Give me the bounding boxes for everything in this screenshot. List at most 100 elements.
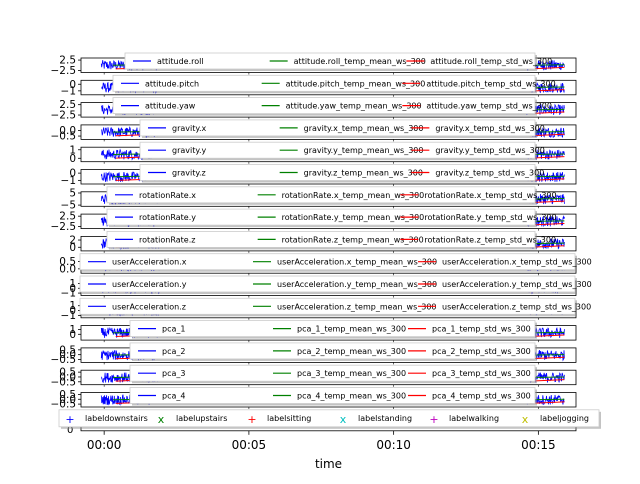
y-tick-label: 0.5 — [59, 256, 76, 268]
legend-marker: x — [522, 413, 529, 426]
legend-label: pca_2_temp_std_ws_300 — [432, 347, 531, 356]
legend-label: pca_4 — [162, 392, 185, 401]
legend-label: attitude.yaw — [145, 102, 196, 111]
legend-label: gravity.z — [172, 169, 206, 178]
legend-box — [112, 97, 536, 114]
legend-label: rotationRate.z_temp_mean_ws_300 — [282, 235, 424, 244]
legend-label: labelstanding — [358, 414, 412, 423]
legend-label: userAcceleration.x — [112, 258, 187, 267]
activity-panel: 0+ labeldownstairs x labelupstairs + labelsit… — [58, 409, 601, 436]
panel-legend: attitude.yaw attitude.yaw_temp_mean_ws_30… — [112, 97, 552, 116]
legend-label: userAcceleration.z_temp_mean_ws_300 — [277, 302, 437, 311]
panel-gravity-y: 10 gravity.y gravity.y_temp_mean_ws_300 gra… — [69, 141, 577, 165]
panel-rotationRate-x: 5−5 rotationRate.x rotationRate.x_temp_mea… — [61, 186, 577, 212]
legend-label: attitude.yaw_temp_std_ws_300 — [426, 102, 552, 111]
legend-label: userAcceleration.y_temp_std_ws_300 — [442, 280, 592, 289]
x-axis-title: time — [315, 457, 342, 471]
y-tick-label: 5 — [69, 188, 76, 200]
y-tick-label: 1 — [69, 324, 76, 336]
panel-attitude-yaw: 2.5−2.5 attitude.yaw attitude.yaw_temp_mea… — [51, 97, 577, 122]
y-tick-label: 0 — [69, 283, 76, 295]
y-tick-label: 0 — [69, 305, 76, 317]
legend-label: userAcceleration.z_temp_std_ws_300 — [442, 302, 591, 311]
y-tick-label: −1 — [61, 310, 76, 322]
panel-legend: pca_4 pca_4_temp_mean_ws_300 pca_4_temp_st… — [129, 387, 537, 406]
legend-marker: x — [158, 413, 165, 426]
y-tick-label: 0 — [69, 79, 76, 91]
x-axis: 00:00 00:05 00:10 00:15 time — [87, 430, 556, 471]
x-tick-label: 00:00 — [87, 438, 122, 452]
legend-marker: x — [340, 413, 347, 426]
legend-box — [124, 52, 536, 70]
legend-label: pca_1 — [162, 325, 185, 334]
legend-label: gravity.z_temp_std_ws_300 — [435, 169, 544, 178]
panel-legend: gravity.y gravity.y_temp_mean_ws_300 gravi… — [139, 141, 545, 161]
legend-box — [106, 208, 536, 226]
panel-legend: userAcceleration.z userAcceleration.z_tem… — [79, 297, 591, 317]
legend-label: userAcceleration.x_temp_std_ws_300 — [442, 258, 592, 267]
legend-box — [106, 230, 536, 248]
legend-box — [129, 364, 536, 382]
panel-legend: attitude.roll attitude.roll_temp_mean_ws_… — [124, 52, 552, 71]
y-tick-label: 0.5 — [59, 344, 76, 356]
legend-box — [79, 275, 576, 293]
legend-label: gravity.x_temp_mean_ws_300 — [304, 124, 424, 133]
y-tick-label: 1 — [69, 300, 76, 312]
legend-box — [79, 297, 576, 315]
panel-legend: gravity.z gravity.z_temp_mean_ws_300 gravi… — [139, 164, 544, 183]
y-tick-label: −1 — [61, 175, 76, 187]
panel-legend: attitude.pitch attitude.pitch_temp_mean_w… — [112, 74, 556, 94]
panel-legend: rotationRate.z rotationRate.z_temp_mean_w… — [106, 230, 556, 250]
legend-label: gravity.x — [172, 124, 207, 133]
panel-attitude-roll: 2.5−2.5 attitude.roll attitude.roll_temp_m… — [51, 52, 577, 77]
y-tick-label: −1 — [61, 288, 76, 300]
x-tick-label: 00:15 — [521, 438, 556, 452]
legend-label: pca_1_temp_mean_ws_300 — [297, 325, 406, 334]
legend-box — [129, 320, 536, 338]
legend-label: rotationRate.x — [139, 191, 196, 200]
panel-legend: rotationRate.y rotationRate.y_temp_mean_w… — [106, 208, 557, 228]
legend-box — [112, 74, 536, 92]
legend-label: gravity.z_temp_mean_ws_300 — [304, 169, 423, 178]
y-tick-label: 0.5 — [59, 389, 76, 401]
legend-label: rotationRate.z_temp_std_ws_300 — [424, 235, 556, 244]
legend-box — [129, 387, 536, 404]
y-tick-label: −2.5 — [51, 221, 77, 233]
legend-label: rotationRate.x_temp_mean_ws_300 — [282, 191, 425, 200]
legend-label: labeldownstairs — [85, 414, 148, 423]
y-tick-label: 2.5 — [59, 55, 76, 67]
legend-label: pca_3_temp_mean_ws_300 — [297, 369, 406, 378]
legend-label: pca_2 — [162, 347, 185, 356]
y-tick-label: 0 — [69, 153, 76, 165]
legend-label: userAcceleration.z — [112, 302, 186, 311]
legend-label: pca_4_temp_mean_ws_300 — [297, 392, 406, 401]
y-tick-label: −1 — [61, 85, 76, 97]
y-tick-label: 0.0 — [59, 263, 76, 275]
legend-label: attitude.yaw_temp_mean_ws_300 — [286, 102, 422, 111]
legend-label: userAcceleration.y — [112, 280, 187, 289]
legend-label: gravity.y_temp_std_ws_300 — [435, 146, 545, 155]
legend-label: gravity.x_temp_std_ws_300 — [435, 124, 545, 133]
panel-legend: userAcceleration.y userAcceleration.y_tem… — [79, 275, 592, 294]
panel-rotationRate-y: 2.5−2.5 rotationRate.y rotationRate.y_temp… — [51, 208, 577, 233]
y-tick-label: 1 — [69, 144, 76, 156]
y-tick-label: 0.0 — [59, 371, 76, 383]
panel-legend: userAcceleration.x userAcceleration.x_tem… — [79, 253, 592, 272]
panel-legend: pca_3 pca_3_temp_mean_ws_300 pca_3_temp_st… — [129, 364, 537, 384]
legend-label: labelupstairs — [176, 414, 227, 423]
legend-label: labeljogging — [540, 414, 589, 423]
x-tick-label: 00:10 — [376, 438, 411, 452]
legend-label: pca_4_temp_std_ws_300 — [432, 392, 531, 401]
y-tick-label: −0.5 — [51, 131, 77, 143]
legend-label: attitude.roll_temp_std_ws_300 — [430, 57, 552, 66]
y-tick-label: 0 — [69, 168, 76, 180]
legend-box — [129, 342, 536, 360]
legend-label: rotationRate.x_temp_std_ws_300 — [424, 191, 556, 200]
